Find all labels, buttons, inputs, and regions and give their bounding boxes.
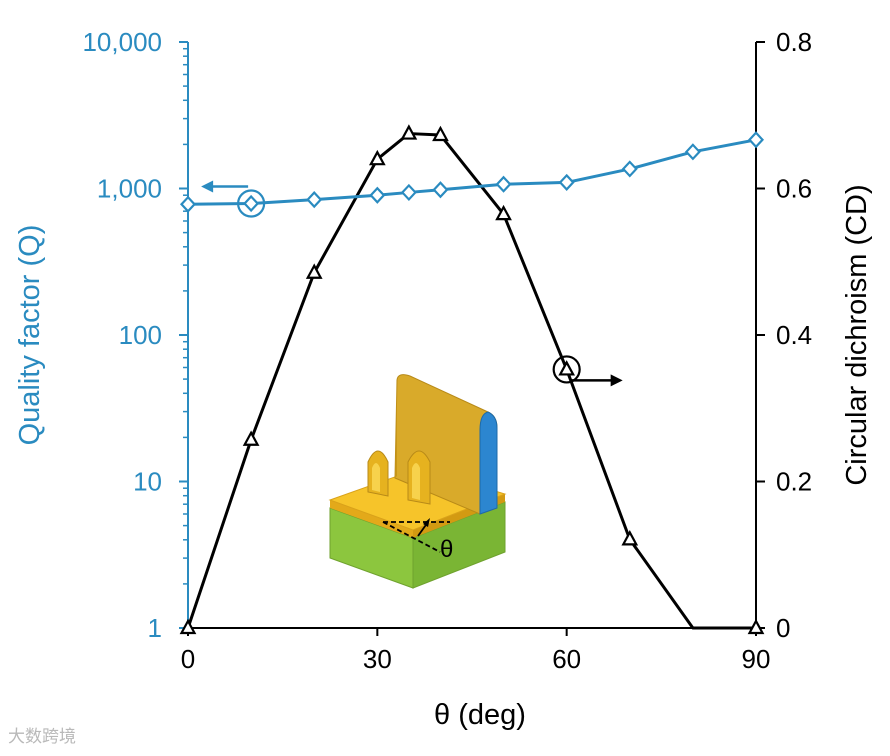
cd-point — [400, 124, 418, 140]
right-y-axis-title: Circular dichroism (CD) — [841, 184, 873, 485]
left-y-tick-label: 10,000 — [82, 27, 162, 57]
q-point — [432, 181, 449, 199]
watermark-text: 大数跨境 — [8, 727, 76, 747]
cd-point — [305, 263, 323, 279]
x-tick-label: 30 — [363, 644, 392, 674]
q-point — [621, 160, 638, 178]
x-axis-title: θ (deg) — [434, 699, 526, 731]
right-y-tick-label: 0.2 — [776, 467, 812, 497]
left-y-tick-label: 100 — [119, 320, 162, 350]
x-tick-label: 0 — [181, 644, 195, 674]
cd-point — [368, 149, 386, 166]
annotation-circle — [237, 189, 266, 218]
left-y-tick-label: 1,000 — [97, 174, 162, 204]
inset-theta-label: θ — [440, 536, 453, 563]
axes: 0 30 60 90 1 10 100 1,000 10,000 0 0.2 0.4 0.6 0.8 θ (… — [14, 27, 873, 731]
annotation-arrowhead — [201, 180, 214, 193]
q-point — [243, 194, 260, 213]
left-y-tick-label: 1 — [148, 613, 162, 643]
q-point — [306, 190, 323, 209]
q-point — [558, 173, 575, 192]
q-point — [747, 131, 765, 149]
q-point — [369, 186, 386, 204]
cd-point — [558, 360, 576, 376]
left-y-tick-label: 10 — [133, 467, 162, 497]
cd-point — [621, 530, 639, 546]
right-y-tick-label: 0.6 — [776, 174, 812, 204]
plot-area — [179, 124, 765, 635]
q-point — [179, 195, 197, 213]
x-tick-label: 90 — [742, 644, 771, 674]
cd-point — [747, 618, 765, 635]
annotation-arrowhead — [610, 374, 623, 387]
cd-point — [242, 430, 260, 446]
right-y-tick-label: 0.8 — [776, 27, 812, 57]
annotation-circle — [552, 355, 581, 384]
x-tick-label: 60 — [552, 644, 581, 674]
left-y-axis-title: Quality factor (Q) — [14, 225, 46, 446]
right-y-tick-label: 0 — [776, 613, 790, 643]
q-series-line — [187, 138, 757, 206]
cd-point — [432, 125, 449, 142]
q-point — [684, 143, 701, 161]
cd-point — [179, 618, 197, 635]
inset-illustration: θ — [328, 374, 507, 589]
right-y-tick-label: 0.4 — [776, 320, 812, 350]
q-point — [400, 183, 417, 202]
q-point — [495, 175, 512, 193]
cd-point — [495, 204, 512, 221]
